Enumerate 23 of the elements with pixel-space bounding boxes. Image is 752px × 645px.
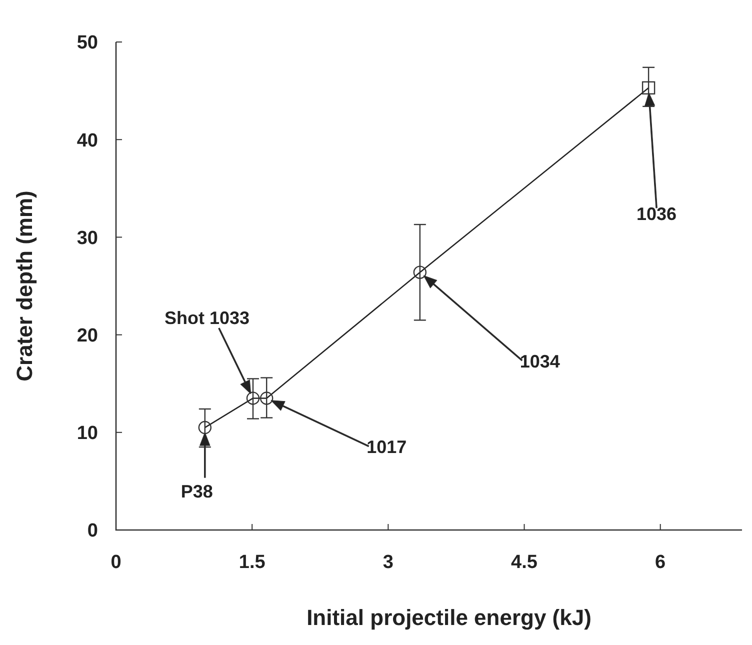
point — [198, 420, 212, 434]
y-tick-label: 10 — [76, 423, 98, 444]
y-axis-title: Crater depth (mm) — [12, 190, 37, 382]
x-tick-label: 0 — [110, 552, 122, 573]
annotation: 1017 — [366, 437, 407, 458]
annotation: P38 — [180, 482, 213, 502]
annotation: 1036 — [636, 204, 677, 224]
annotation: Shot 1033 — [164, 308, 250, 328]
y-tick-label: 0 — [87, 520, 98, 542]
y-tick-label: 20 — [76, 325, 98, 346]
point — [642, 81, 656, 94]
point — [246, 392, 260, 405]
x-tick-label: 3 — [382, 552, 394, 573]
y-tick-label: 50 — [76, 32, 98, 54]
y-tick-label: 40 — [76, 130, 98, 152]
x-tick-label: 4.5 — [511, 552, 538, 573]
x-axis-title: Initial projectile energy (kJ) — [306, 605, 592, 630]
y-tick-label: 30 — [76, 228, 98, 249]
point — [260, 392, 274, 405]
x-tick-label: 1.5 — [238, 552, 266, 573]
annotation: 1034 — [520, 351, 560, 372]
point — [413, 266, 427, 279]
x-tick-label: 6 — [655, 552, 666, 573]
